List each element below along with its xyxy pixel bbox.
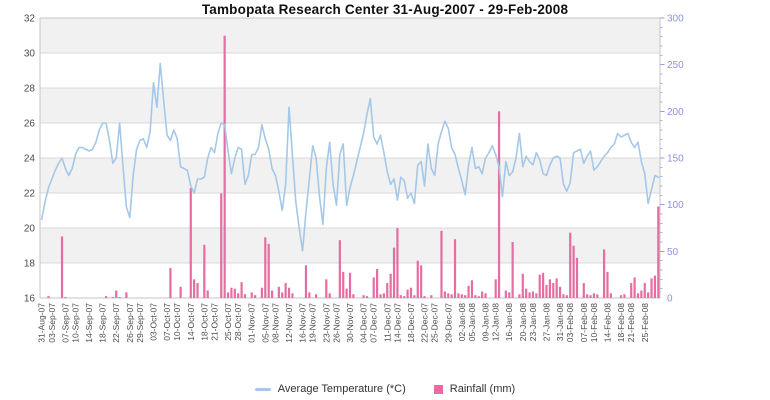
svg-text:18: 18 bbox=[24, 259, 36, 270]
svg-text:03-Oct-07: 03-Oct-07 bbox=[149, 303, 159, 341]
svg-text:29-Dec-07: 29-Dec-07 bbox=[443, 303, 453, 343]
svg-text:21-Feb-08: 21-Feb-08 bbox=[626, 303, 636, 342]
svg-text:29-Sep-07: 29-Sep-07 bbox=[135, 303, 145, 343]
legend-label-rainfall: Rainfall (mm) bbox=[449, 383, 516, 395]
svg-text:16-Jan-08: 16-Jan-08 bbox=[504, 303, 514, 342]
svg-text:0: 0 bbox=[667, 294, 673, 305]
svg-text:28: 28 bbox=[24, 84, 36, 95]
svg-text:24: 24 bbox=[24, 154, 36, 165]
svg-text:18-Feb-08: 18-Feb-08 bbox=[616, 303, 626, 342]
svg-text:14-Sep-07: 14-Sep-07 bbox=[84, 303, 94, 343]
svg-text:100: 100 bbox=[667, 200, 684, 211]
rainfall-square-swatch-icon bbox=[433, 384, 443, 394]
svg-text:16: 16 bbox=[24, 294, 36, 305]
legend-label-temperature: Average Temperature (*C) bbox=[277, 383, 406, 395]
svg-text:09-Jan-08: 09-Jan-08 bbox=[481, 303, 491, 342]
svg-text:25-Feb-08: 25-Feb-08 bbox=[640, 303, 650, 342]
svg-text:26: 26 bbox=[24, 119, 36, 130]
svg-text:04-Dec-07: 04-Dec-07 bbox=[359, 303, 369, 343]
legend-item-temperature[interactable]: Average Temperature (*C) bbox=[254, 383, 406, 395]
plot-bands bbox=[40, 18, 660, 263]
svg-text:25-Oct-07: 25-Oct-07 bbox=[223, 303, 233, 341]
svg-text:02-Jan-08: 02-Jan-08 bbox=[457, 303, 467, 342]
svg-text:07-Oct-07: 07-Oct-07 bbox=[162, 303, 172, 341]
svg-text:30-Nov-07: 30-Nov-07 bbox=[345, 303, 355, 343]
svg-text:22-Sep-07: 22-Sep-07 bbox=[111, 303, 121, 343]
svg-text:12-Nov-07: 12-Nov-07 bbox=[284, 303, 294, 343]
svg-text:18-Dec-07: 18-Dec-07 bbox=[406, 303, 416, 343]
svg-text:14-Oct-07: 14-Oct-07 bbox=[186, 303, 196, 341]
legend: Average Temperature (*C) Rainfall (mm) bbox=[0, 383, 770, 395]
svg-text:03-Sep-07: 03-Sep-07 bbox=[47, 303, 57, 343]
svg-text:27-Jan-08: 27-Jan-08 bbox=[542, 303, 552, 342]
svg-text:08-Nov-07: 08-Nov-07 bbox=[271, 303, 281, 343]
right-axis-labels: 300 250 200 150 100 50 0 bbox=[667, 14, 684, 305]
gridlines bbox=[40, 52, 660, 264]
svg-text:200: 200 bbox=[667, 107, 684, 118]
svg-text:21-Oct-07: 21-Oct-07 bbox=[210, 303, 220, 341]
svg-text:18-Sep-07: 18-Sep-07 bbox=[98, 303, 108, 343]
svg-text:18-Oct-07: 18-Oct-07 bbox=[199, 303, 209, 341]
svg-text:20-Jan-08: 20-Jan-08 bbox=[518, 303, 528, 342]
svg-text:150: 150 bbox=[667, 154, 684, 165]
svg-text:19-Nov-07: 19-Nov-07 bbox=[308, 303, 318, 343]
legend-item-rainfall[interactable]: Rainfall (mm) bbox=[433, 383, 516, 395]
svg-text:31-Aug-07: 31-Aug-07 bbox=[37, 303, 47, 343]
svg-text:11-Dec-07: 11-Dec-07 bbox=[382, 303, 392, 342]
svg-text:26-Nov-07: 26-Nov-07 bbox=[331, 303, 341, 343]
chart-title: Tambopata Research Center 31-Aug-2007 - … bbox=[201, 2, 569, 17]
svg-text:22: 22 bbox=[24, 189, 36, 200]
svg-text:30: 30 bbox=[24, 49, 36, 60]
svg-text:50: 50 bbox=[667, 247, 679, 258]
svg-text:16-Nov-07: 16-Nov-07 bbox=[298, 303, 308, 343]
svg-text:01-Nov-07: 01-Nov-07 bbox=[247, 303, 257, 343]
svg-text:07-Sep-07: 07-Sep-07 bbox=[60, 303, 70, 343]
svg-text:250: 250 bbox=[667, 60, 684, 71]
svg-text:300: 300 bbox=[667, 14, 684, 25]
svg-text:10-Sep-07: 10-Sep-07 bbox=[71, 303, 81, 343]
svg-text:05-Nov-07: 05-Nov-07 bbox=[260, 303, 270, 343]
svg-text:20: 20 bbox=[24, 224, 36, 235]
left-axis-labels: 32 30 28 26 24 22 20 18 16 bbox=[24, 14, 36, 305]
svg-text:07-Feb-08: 07-Feb-08 bbox=[579, 303, 589, 342]
svg-text:22-Dec-07: 22-Dec-07 bbox=[420, 303, 430, 343]
svg-text:10-Feb-08: 10-Feb-08 bbox=[589, 303, 599, 342]
svg-text:03-Feb-08: 03-Feb-08 bbox=[565, 303, 575, 342]
svg-text:23-Nov-07: 23-Nov-07 bbox=[321, 303, 331, 343]
svg-text:28-Oct-07: 28-Oct-07 bbox=[233, 303, 243, 341]
x-axis-labels: 31-Aug-07 03-Sep-07 07-Sep-07 10-Sep-07 14-S… bbox=[37, 303, 650, 343]
svg-text:31-Jan-08: 31-Jan-08 bbox=[555, 303, 565, 342]
svg-text:26-Sep-07: 26-Sep-07 bbox=[125, 303, 135, 343]
right-axis-ticks bbox=[660, 17, 665, 290]
svg-text:07-Dec-07: 07-Dec-07 bbox=[369, 303, 379, 343]
svg-text:25-Dec-07: 25-Dec-07 bbox=[430, 303, 440, 343]
temperature-line bbox=[40, 62, 660, 252]
svg-text:14-Feb-08: 14-Feb-08 bbox=[603, 303, 613, 342]
svg-text:05-Jan-08: 05-Jan-08 bbox=[467, 303, 477, 342]
rainfall-bars bbox=[47, 35, 660, 299]
svg-text:10-Oct-07: 10-Oct-07 bbox=[172, 303, 182, 341]
svg-text:23-Jan-08: 23-Jan-08 bbox=[528, 303, 538, 342]
svg-text:12-Jan-08: 12-Jan-08 bbox=[491, 303, 501, 342]
svg-text:14-Dec-07: 14-Dec-07 bbox=[392, 303, 402, 343]
svg-text:32: 32 bbox=[24, 14, 36, 25]
temperature-line-swatch-icon bbox=[254, 387, 271, 391]
